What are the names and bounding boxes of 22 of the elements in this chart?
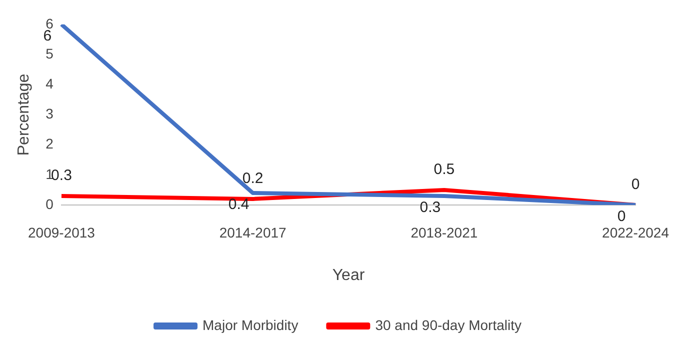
y-axis-title: Percentage bbox=[15, 74, 32, 156]
y-tick-label: 2 bbox=[46, 136, 54, 152]
data-label: 0.2 bbox=[242, 170, 264, 188]
y-tick-label: 1 bbox=[46, 166, 54, 182]
data-label: 0 bbox=[617, 208, 626, 226]
y-tick-label: 0 bbox=[46, 196, 54, 212]
x-tick-label: 2018-2021 bbox=[410, 224, 478, 240]
x-tick-label: 2022-2024 bbox=[602, 224, 670, 240]
legend-label: Major Morbidity bbox=[202, 316, 298, 333]
data-label: 0 bbox=[631, 176, 640, 194]
data-label: 0.3 bbox=[420, 199, 441, 216]
y-tick-label: 5 bbox=[46, 45, 54, 62]
data-label: 0.3 bbox=[51, 167, 72, 184]
y-tick-label: 4 bbox=[46, 75, 54, 92]
legend-label: 30 and 90-day Mortality bbox=[375, 316, 522, 333]
data-label: 0.5 bbox=[434, 161, 455, 178]
y-tick-label: 6 bbox=[46, 15, 54, 32]
y-tick-label: 3 bbox=[46, 106, 54, 122]
x-tick-label: 2014-2017 bbox=[219, 224, 287, 240]
x-axis-title: Year bbox=[332, 266, 366, 284]
data-label: 0.4 bbox=[228, 196, 250, 214]
x-tick-label: 2009-2013 bbox=[28, 224, 96, 240]
